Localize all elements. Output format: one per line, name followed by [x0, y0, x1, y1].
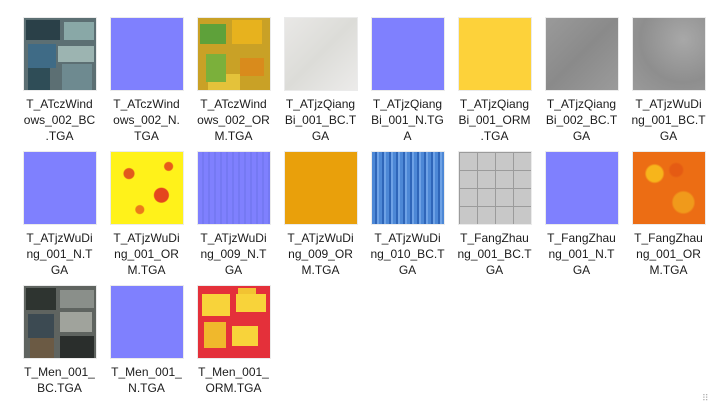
file-name-label: T_ATczWind ows_002_OR M.TGA [197, 97, 270, 143]
resize-grip[interactable]: ⠿ [702, 393, 710, 403]
file-name-label: T_Men_001_ ORM.TGA [198, 365, 269, 395]
file-name-label: T_ATjzQiang Bi_001_ORM .TGA [458, 97, 531, 143]
file-thumbnail [632, 152, 705, 224]
file-name-label: T_ATjzQiang Bi_002_BC.T GA [545, 97, 618, 143]
file-name-label: T_ATjzQiang Bi_001_BC.T GA [284, 97, 357, 143]
file-name-label: T_ATczWind ows_002_BC .TGA [23, 97, 96, 143]
file-item[interactable]: T_ATjzQiang Bi_001_ORM .TGA [451, 12, 538, 146]
file-item[interactable]: T_ATjzQiang Bi_001_N.TG A [364, 12, 451, 146]
file-thumbnail [284, 152, 357, 224]
file-thumbnail [458, 18, 531, 90]
file-item[interactable]: T_ATjzWuDi ng_001_BC.T GA [625, 12, 712, 146]
file-thumbnail [371, 18, 444, 90]
file-thumbnail [545, 152, 618, 224]
file-item[interactable]: T_ATjzWuDi ng_001_OR M.TGA [103, 146, 190, 280]
file-name-label: T_ATjzWuDi ng_010_BC.T GA [370, 231, 445, 277]
file-thumbnail [23, 152, 96, 224]
file-thumbnail [458, 152, 531, 224]
file-item[interactable]: T_ATjzQiang Bi_001_BC.T GA [277, 12, 364, 146]
file-name-label: T_Men_001_ BC.TGA [24, 365, 95, 395]
file-name-label: T_FangZhau ng_001_N.T GA [547, 231, 616, 277]
file-name-label: T_FangZhau ng_001_BC.T GA [457, 231, 532, 277]
file-thumbnail [284, 18, 357, 90]
file-item[interactable]: T_FangZhau ng_001_OR M.TGA [625, 146, 712, 280]
file-thumbnail [545, 18, 618, 90]
file-name-label: T_ATjzQiang Bi_001_N.TG A [371, 97, 444, 143]
file-name-label: T_ATjzWuDi ng_009_OR M.TGA [287, 231, 354, 277]
file-thumbnail [110, 152, 183, 224]
file-thumbnail [371, 152, 444, 224]
file-item[interactable]: T_Men_001_ BC.TGA [16, 280, 103, 414]
file-item[interactable]: T_FangZhau ng_001_N.T GA [538, 146, 625, 280]
file-item[interactable]: T_Men_001_ N.TGA [103, 280, 190, 414]
file-item[interactable]: T_ATjzWuDi ng_009_OR M.TGA [277, 146, 364, 280]
file-item[interactable]: T_ATjzQiang Bi_002_BC.T GA [538, 12, 625, 146]
file-name-label: T_Men_001_ N.TGA [111, 365, 182, 395]
file-name-label: T_ATjzWuDi ng_001_OR M.TGA [113, 231, 180, 277]
file-item[interactable]: T_ATczWind ows_002_OR M.TGA [190, 12, 277, 146]
file-thumbnail [632, 18, 705, 90]
file-name-label: T_ATjzWuDi ng_001_BC.T GA [631, 97, 706, 143]
file-item[interactable]: T_ATjzWuDi ng_010_BC.T GA [364, 146, 451, 280]
file-thumbnail [197, 286, 270, 358]
file-thumbnail [197, 18, 270, 90]
file-thumbnail [110, 286, 183, 358]
file-thumbnail [23, 286, 96, 358]
file-thumbnail [110, 18, 183, 90]
file-name-label: T_FangZhau ng_001_OR M.TGA [634, 231, 703, 277]
file-thumbnail [23, 18, 96, 90]
file-name-label: T_ATjzWuDi ng_009_N.T GA [200, 231, 267, 277]
file-item[interactable]: T_ATjzWuDi ng_001_N.T GA [16, 146, 103, 280]
file-thumbnail [197, 152, 270, 224]
file-item[interactable]: T_ATczWind ows_002_BC .TGA [16, 12, 103, 146]
file-item[interactable]: T_Men_001_ ORM.TGA [190, 280, 277, 414]
file-grid: T_ATczWind ows_002_BC .TGA T_ATczWind ows… [16, 12, 712, 414]
file-item[interactable]: T_FangZhau ng_001_BC.T GA [451, 146, 538, 280]
file-item[interactable]: T_ATjzWuDi ng_009_N.T GA [190, 146, 277, 280]
file-name-label: T_ATczWind ows_002_N. TGA [113, 97, 180, 143]
file-item[interactable]: T_ATczWind ows_002_N. TGA [103, 12, 190, 146]
file-name-label: T_ATjzWuDi ng_001_N.T GA [26, 231, 93, 277]
